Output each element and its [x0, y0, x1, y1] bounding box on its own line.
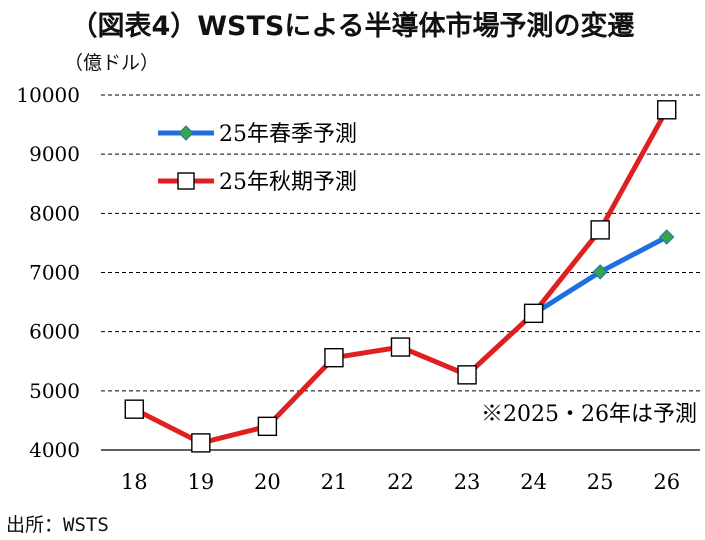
- data-point-autumn: [124, 399, 144, 419]
- y-tick-label: 7000: [29, 261, 80, 285]
- data-point-autumn: [390, 337, 411, 357]
- legend-marker-autumn: [177, 172, 195, 190]
- y-tick-label: 8000: [29, 201, 80, 225]
- x-tick-label: 20: [254, 470, 281, 494]
- legend-label-autumn: 25年秋期予測: [219, 170, 357, 195]
- forecast-note: ※2025・26年は予測: [481, 402, 697, 427]
- legend-marker-spring: [178, 125, 194, 141]
- series-lines: [124, 100, 677, 453]
- source-note: 出所：WSTS: [6, 514, 109, 536]
- data-point-autumn: [324, 348, 344, 368]
- y-tick-label: 5000: [29, 379, 80, 403]
- data-point-autumn: [457, 365, 477, 385]
- y-tick-label: 4000: [29, 438, 80, 462]
- x-tick-label: 18: [121, 470, 148, 494]
- x-tick-label: 22: [387, 470, 414, 494]
- data-point-autumn: [257, 416, 278, 437]
- y-tick-label: 10000: [16, 83, 80, 107]
- y-tick-label: 9000: [29, 142, 80, 166]
- data-point-spring: [592, 264, 608, 280]
- data-point-spring: [659, 229, 675, 245]
- x-tick-label: 21: [321, 470, 348, 494]
- chart-title: （図表4）WSTSによる半導体市場予測の変遷: [70, 11, 635, 42]
- data-point-autumn: [523, 303, 544, 324]
- data-point-autumn: [657, 100, 677, 120]
- data-point-autumn: [590, 220, 610, 240]
- x-tick-label: 19: [187, 470, 214, 494]
- data-point-autumn: [191, 433, 211, 453]
- gridlines: [101, 94, 700, 392]
- x-tick-label: 26: [653, 470, 680, 494]
- y-axis-tick-labels: 4000 5000 6000 7000 8000 9000 10000: [16, 83, 80, 462]
- y-axis-unit-label: （億ドル）: [64, 52, 160, 74]
- legend-label-spring: 25年春季予測: [219, 122, 357, 147]
- y-tick-label: 6000: [29, 320, 80, 344]
- x-axis-tick-labels: 18 19 20 21 22 23 24 25 26: [121, 470, 680, 494]
- x-tick-label: 24: [520, 470, 547, 494]
- series-line-autumn: [133, 108, 669, 446]
- legend: 25年春季予測 25年秋期予測: [150, 113, 400, 199]
- x-tick-label: 25: [587, 470, 614, 494]
- x-tick-label: 23: [454, 470, 481, 494]
